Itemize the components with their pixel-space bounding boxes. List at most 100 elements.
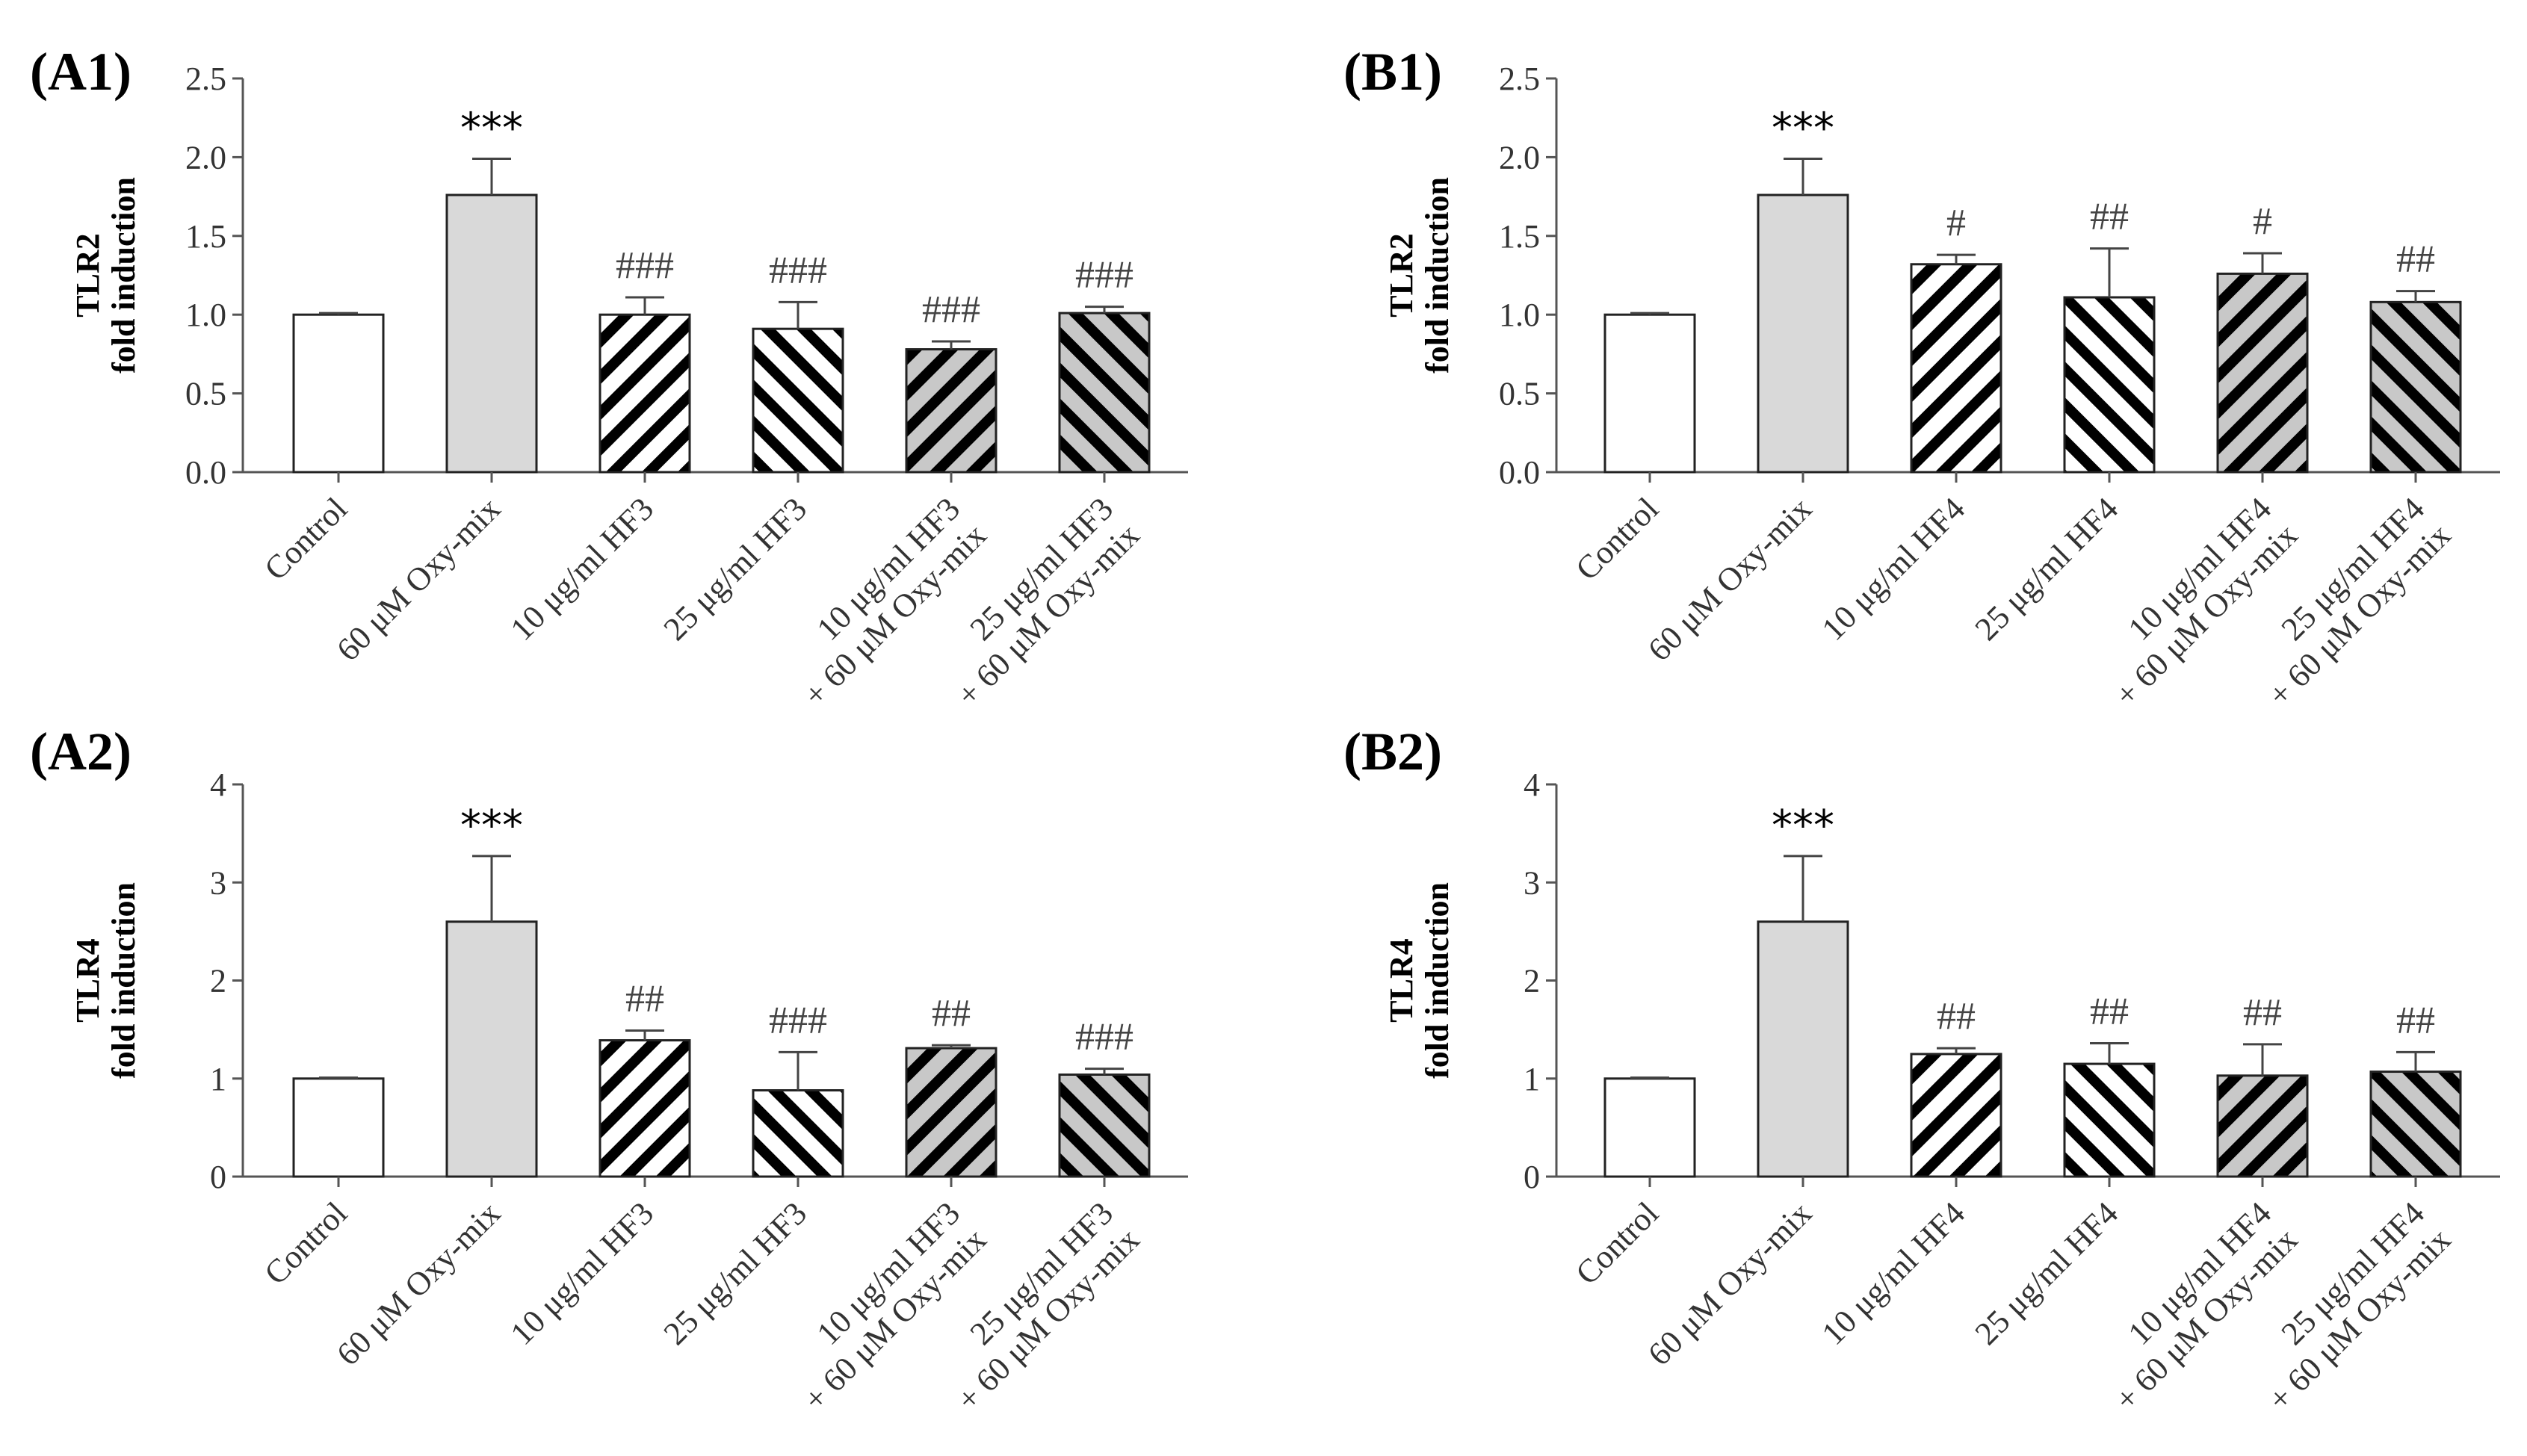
x-category-label: 25 μg/ml HF3 — [657, 490, 814, 647]
y-tick-label: 0 — [210, 1159, 226, 1195]
x-category-label-line1: 60 μM Oxy-mix — [1641, 1195, 1819, 1372]
bar — [2369, 300, 2462, 474]
chart-panel-a2: (A2) TLR4 fold induction 0 1 2 3 4 Control *** 60 … — [30, 722, 1188, 1418]
x-category-label-line1: 10 μg/ml HF4 — [1815, 1195, 1972, 1351]
bar — [2216, 272, 2309, 474]
bar — [2369, 1071, 2462, 1178]
x-category-label: 25 μg/ml HF4 — [1968, 1195, 2125, 1351]
chart-panel-a1: (A1) TLR2 fold induction 0.0 0.5 1.0 1.5 2.0 2.5… — [30, 42, 1188, 713]
x-category-label-line1: 10 μg/ml HF3 — [504, 1195, 661, 1351]
bar — [292, 313, 385, 474]
significance-stars: *** — [1772, 802, 1834, 850]
bar — [905, 1047, 998, 1178]
y-tick-label: 3 — [1524, 864, 1540, 901]
bar — [598, 313, 691, 474]
y-tick-label: 3 — [210, 864, 226, 901]
y-tick-label: 0.5 — [1499, 376, 1540, 412]
y-tick-label: 0.0 — [1499, 454, 1540, 491]
significance-hashes: ### — [616, 244, 674, 287]
significance-hashes: # — [1946, 202, 1966, 244]
y-tick-label: 0.0 — [185, 454, 226, 491]
bar — [905, 348, 998, 474]
chart-panel-b2: (B2) TLR4 fold induction 0 1 2 3 4 Control *** 60 … — [1343, 722, 2500, 1418]
y-axis-title-sub: fold induction — [105, 177, 142, 374]
bar — [1058, 312, 1151, 474]
x-category-label: 25 μg/ml HF4 — [1968, 490, 2125, 647]
x-category-label: Control — [1568, 490, 1665, 587]
y-tick-label: 2.5 — [1499, 61, 1540, 97]
x-category-label: 10 μg/ml HF4 — [1815, 1195, 1972, 1351]
significance-hashes: ### — [769, 249, 827, 291]
y-tick-label: 2.0 — [1499, 139, 1540, 176]
y-tick-label: 2.5 — [185, 61, 226, 97]
y-tick-label: 0 — [1524, 1159, 1540, 1195]
y-tick-label: 1 — [1524, 1061, 1540, 1097]
bar — [752, 327, 844, 474]
significance-hashes: ### — [769, 999, 827, 1041]
bar — [752, 1089, 844, 1178]
bar — [2216, 1074, 2309, 1178]
x-category-label-line1: 60 μM Oxy-mix — [330, 1195, 507, 1372]
x-category-label-line1: Control — [1568, 1195, 1665, 1292]
y-tick-label: 4 — [1524, 766, 1540, 803]
significance-hashes: ### — [1075, 254, 1133, 297]
significance-stars: *** — [460, 802, 523, 850]
bar — [1757, 193, 1849, 474]
bar — [1603, 313, 1696, 474]
x-category-label: Control — [257, 1195, 354, 1292]
x-category-label-line1: 60 μM Oxy-mix — [330, 490, 507, 668]
bar — [1910, 263, 2002, 474]
y-axis-title-main: TLR2 — [69, 233, 106, 317]
y-tick-label: 1.5 — [185, 218, 226, 255]
x-category-label: Control — [257, 490, 354, 587]
x-category-label: 10 μg/ml HF3 — [504, 490, 661, 647]
x-category-label-line1: Control — [1568, 490, 1665, 587]
y-axis-title-main: TLR4 — [69, 938, 106, 1022]
chart-panel-b1: (B1) TLR2 fold induction 0.0 0.5 1.0 1.5 2.0 2.5… — [1343, 42, 2500, 713]
panel-label: (A1) — [30, 42, 132, 102]
x-category-label-line1: 25 μg/ml HF3 — [657, 1195, 814, 1351]
y-tick-label: 1.0 — [1499, 297, 1540, 333]
x-category-label-line1: 25 μg/ml HF4 — [1968, 490, 2125, 647]
x-category-label-line1: 25 μg/ml HF4 — [1968, 1195, 2125, 1351]
x-category-label: 10 μg/ml HF3 — [504, 1195, 661, 1351]
x-category-label-line1: 10 μg/ml HF4 — [1815, 490, 1972, 647]
x-category-label-line1: 60 μM Oxy-mix — [1641, 490, 1819, 668]
significance-hashes: ## — [625, 977, 664, 1020]
significance-hashes: ## — [2396, 999, 2435, 1041]
y-tick-label: 1 — [210, 1061, 226, 1097]
x-category-label: 60 μM Oxy-mix — [1641, 1195, 1819, 1372]
bar — [292, 1077, 385, 1178]
y-axis-title-sub: fold induction — [1419, 882, 1456, 1079]
significance-hashes: ## — [1937, 995, 1976, 1038]
significance-hashes: ## — [932, 992, 971, 1035]
significance-hashes: ## — [2090, 196, 2129, 238]
y-axis-title-sub: fold induction — [1419, 177, 1456, 374]
significance-hashes: # — [2253, 200, 2272, 243]
y-axis-title-sub: fold induction — [105, 882, 142, 1079]
x-category-label: 25 μg/ml HF3 — [657, 1195, 814, 1351]
y-axis-title-main: TLR4 — [1383, 938, 1420, 1022]
significance-hashes: ### — [1075, 1016, 1133, 1059]
significance-stars: *** — [460, 105, 523, 153]
panel-label: (A2) — [30, 722, 132, 781]
bar — [598, 1039, 691, 1178]
y-tick-label: 2 — [1524, 963, 1540, 1000]
x-category-label: 60 μM Oxy-mix — [330, 490, 507, 668]
y-tick-label: 1.5 — [1499, 218, 1540, 255]
bar — [445, 193, 538, 474]
y-tick-label: 2.0 — [185, 139, 226, 176]
x-category-label: 60 μM Oxy-mix — [330, 1195, 507, 1372]
panel-label: (B2) — [1343, 722, 1442, 781]
y-tick-label: 1.0 — [185, 297, 226, 333]
x-category-label-line1: Control — [257, 490, 354, 587]
significance-hashes: ## — [2396, 238, 2435, 281]
significance-hashes: ## — [2090, 991, 2129, 1033]
y-axis-title-main: TLR2 — [1383, 233, 1420, 317]
panel-label: (B1) — [1343, 42, 1442, 102]
x-category-label: Control — [1568, 1195, 1665, 1292]
bar — [445, 920, 538, 1178]
x-category-label-line1: 10 μg/ml HF3 — [504, 490, 661, 647]
x-category-label: 10 μg/ml HF4 — [1815, 490, 1972, 647]
x-category-label-line1: Control — [257, 1195, 354, 1292]
